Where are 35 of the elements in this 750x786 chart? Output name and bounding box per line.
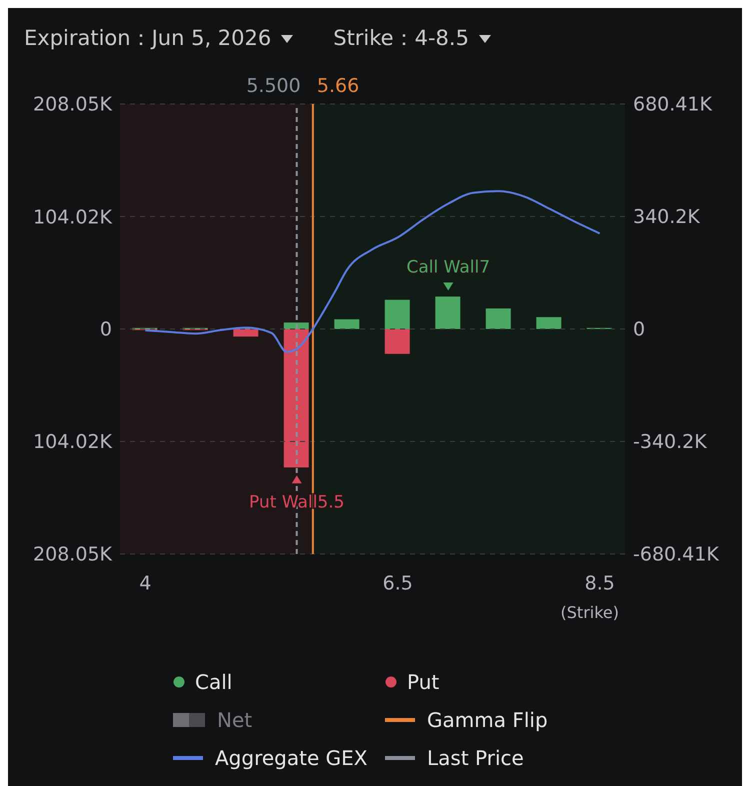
y2-tick-label: -680.41K bbox=[633, 544, 720, 566]
y-tick-label: 0 bbox=[100, 318, 112, 341]
y-tick-label: 104.02K bbox=[33, 206, 113, 228]
line-series bbox=[144, 190, 601, 353]
y2-tick-label: 0 bbox=[633, 318, 646, 341]
x-tick-label: 4 bbox=[139, 572, 152, 594]
bar bbox=[233, 329, 258, 337]
annotation: 5.66 bbox=[316, 75, 360, 97]
bar bbox=[284, 329, 309, 468]
y2-tick-label: 340.2K bbox=[633, 206, 700, 228]
x-axis-title: (Strike) bbox=[560, 603, 619, 622]
x-tick-label: 6.5 bbox=[382, 572, 413, 594]
bar bbox=[384, 300, 410, 329]
annotation: 5.500 bbox=[246, 75, 301, 97]
bar bbox=[334, 319, 360, 329]
chart-subtitle: Strike：4-8.5 bbox=[333, 26, 469, 50]
chart-title: Expiration：Jun 5, 2026 bbox=[24, 26, 272, 50]
bar bbox=[384, 329, 410, 354]
y2-tick-label: 680.41K bbox=[633, 94, 712, 116]
legend-label: Last Price bbox=[427, 746, 524, 770]
legend-label: Aggregate GEX bbox=[215, 746, 368, 770]
x-tick-label: 8.5 bbox=[584, 572, 615, 594]
bar bbox=[536, 317, 562, 329]
legend-label: Net bbox=[217, 708, 252, 732]
legend-label: Gamma Flip bbox=[427, 708, 548, 732]
bar bbox=[486, 308, 511, 329]
annotation: Call Wall7 bbox=[406, 258, 490, 278]
y-tick-label: 104.02K bbox=[33, 431, 113, 454]
legend-label: Call bbox=[195, 670, 232, 694]
y-tick-label: 208.05K bbox=[33, 94, 113, 116]
bar bbox=[435, 296, 460, 329]
y2-tick-label: -340.2K bbox=[633, 431, 708, 454]
bar bbox=[284, 322, 309, 329]
legend-label: Put bbox=[407, 670, 440, 694]
y-tick-label: 208.05K bbox=[33, 544, 113, 566]
